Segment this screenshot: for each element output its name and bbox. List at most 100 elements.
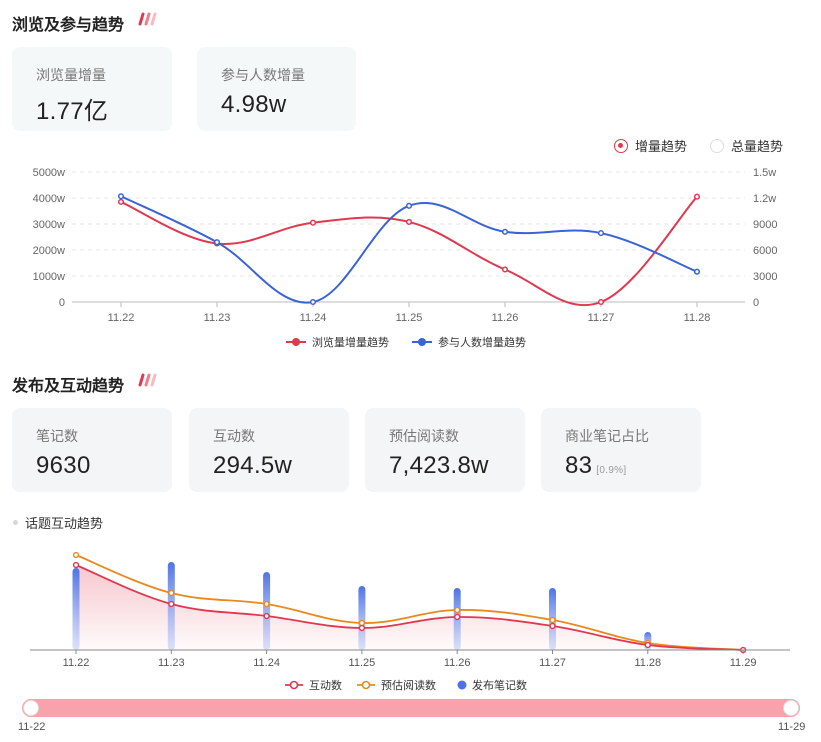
- bar-notes: [72, 568, 80, 650]
- y-right-tick-label: 1.2w: [753, 193, 776, 205]
- y-right-tick-label: 1.5w: [753, 167, 776, 179]
- data-point: [597, 230, 605, 237]
- data-point: [117, 198, 125, 205]
- series-line-1: [120, 196, 698, 307]
- browse-trend-chart: 0 0 1000w 3000 2000w 6000 3000w 9000 4000w 1.2w 50…: [33, 167, 778, 349]
- data-point: [168, 589, 175, 597]
- y-left-tick-label: 3000w: [33, 219, 65, 231]
- series-line-2: [120, 195, 698, 304]
- legend-marker: [289, 680, 299, 690]
- x-tick-label: 11.25: [349, 657, 376, 669]
- radio-selected-icon[interactable]: [614, 138, 628, 153]
- legend-marker: [418, 338, 426, 346]
- data-point: [358, 624, 366, 632]
- data-point: [454, 606, 461, 614]
- legend-label: 互动数: [309, 679, 342, 692]
- toggle-label: 增量趋势: [635, 139, 688, 154]
- bar-notes: [358, 586, 366, 650]
- x-tick-label: 11.28: [634, 657, 661, 669]
- data-point: [72, 551, 80, 559]
- chart-title-dot-icon: [13, 520, 18, 525]
- stat-card-reads: 预估阅读数 7,423.8w: [365, 408, 525, 492]
- data-point: [405, 202, 413, 209]
- stat-label: 商业笔记占比: [565, 428, 649, 444]
- y-right-tick-label: 3000: [753, 271, 777, 283]
- stat-value: 294.5w: [213, 452, 293, 479]
- data-point: [168, 600, 175, 608]
- legend-label: 发布笔记数: [472, 678, 527, 692]
- y-left-tick-label: 4000w: [33, 193, 65, 205]
- x-tick-label: 11.24: [300, 312, 327, 324]
- x-tick-label: 11.27: [539, 657, 566, 669]
- legend-label: 参与人数增量趋势: [438, 335, 526, 349]
- stat-value: 83 [0.9%]: [565, 452, 701, 480]
- stat-number: 83: [565, 452, 593, 479]
- stat-value: 7,423.8w: [389, 452, 489, 479]
- data-point: [693, 268, 701, 275]
- data-point: [405, 218, 413, 225]
- stat-label: 浏览量增量: [36, 67, 106, 83]
- y-right-tick-label: 6000: [753, 245, 777, 257]
- toggle-total[interactable]: 总量趋势: [710, 136, 783, 155]
- data-point: [549, 616, 556, 624]
- x-tick-label: 11.25: [396, 312, 423, 324]
- legend-marker: [457, 680, 467, 690]
- legend-marker: [361, 680, 371, 690]
- data-point: [117, 193, 125, 200]
- stat-card-notes: 笔记数 9630: [12, 408, 172, 492]
- data-point: [549, 622, 556, 630]
- radio-unselected-icon[interactable]: [710, 138, 724, 153]
- stat-label: 互动数: [213, 428, 255, 444]
- stat-card-participants: 参与人数增量 4.98w: [197, 47, 356, 131]
- stat-note: [0.9%]: [596, 465, 627, 476]
- data-point: [309, 298, 317, 306]
- section-title-browse: 浏览及参与趋势: [12, 17, 125, 34]
- data-point: [644, 641, 651, 649]
- stat-value: 9630: [36, 452, 91, 479]
- slider-start-label: 11-22: [18, 721, 46, 733]
- data-point: [597, 298, 605, 306]
- bar-notes: [263, 572, 271, 650]
- data-point: [263, 600, 270, 608]
- title-decoration-icon: [138, 373, 157, 387]
- y-left-tick-label: 5000w: [33, 167, 65, 179]
- stat-card-browse: 浏览量增量 1.77亿: [12, 47, 172, 131]
- y-right-tick-label: 9000: [753, 219, 777, 231]
- section-title-publish: 发布及互动趋势: [12, 378, 125, 395]
- y-right-tick-label: 0: [753, 297, 759, 309]
- data-point: [72, 561, 80, 569]
- x-tick-label: 11.23: [158, 657, 185, 669]
- stat-card-commercial: 商业笔记占比 83 [0.9%]: [541, 408, 701, 492]
- title-decoration-icon: [138, 12, 157, 26]
- data-point: [213, 239, 221, 246]
- stat-card-interactions: 互动数 294.5w: [189, 408, 349, 492]
- area-fill-interactions: [76, 565, 744, 650]
- x-tick-label: 11.29: [730, 657, 757, 669]
- y-left-tick-label: 0: [59, 297, 65, 309]
- legend-label: 浏览量增量趋势: [312, 335, 389, 349]
- y-left-tick-label: 1000w: [33, 271, 65, 283]
- data-point: [454, 613, 461, 621]
- data-point: [309, 219, 317, 226]
- legend-marker: [292, 338, 300, 346]
- stat-value: 1.77亿: [36, 98, 109, 125]
- x-tick-label: 11.24: [253, 657, 280, 669]
- toggle-label: 总量趋势: [731, 139, 784, 154]
- x-tick-label: 11.26: [492, 312, 519, 324]
- x-tick-label: 11.23: [204, 312, 231, 324]
- data-point: [263, 612, 270, 620]
- stat-label: 预估阅读数: [389, 428, 459, 444]
- slider-end-handle[interactable]: [783, 700, 799, 716]
- date-range-slider[interactable]: [22, 699, 800, 717]
- slider-start-handle[interactable]: [23, 700, 39, 716]
- data-point: [501, 266, 509, 273]
- stat-label: 参与人数增量: [221, 67, 305, 83]
- data-point: [358, 619, 366, 627]
- data-point: [501, 228, 509, 235]
- stat-value: 4.98w: [221, 91, 287, 118]
- toggle-increment[interactable]: 增量趋势: [614, 136, 687, 155]
- x-tick-label: 11.28: [684, 312, 711, 324]
- interaction-trend-chart: 11.22 11.23 11.24 11.25 11.26 11.27 11.28 11.29…: [30, 551, 790, 692]
- y-left-tick-label: 2000w: [33, 245, 65, 257]
- x-tick-label: 11.22: [108, 312, 135, 324]
